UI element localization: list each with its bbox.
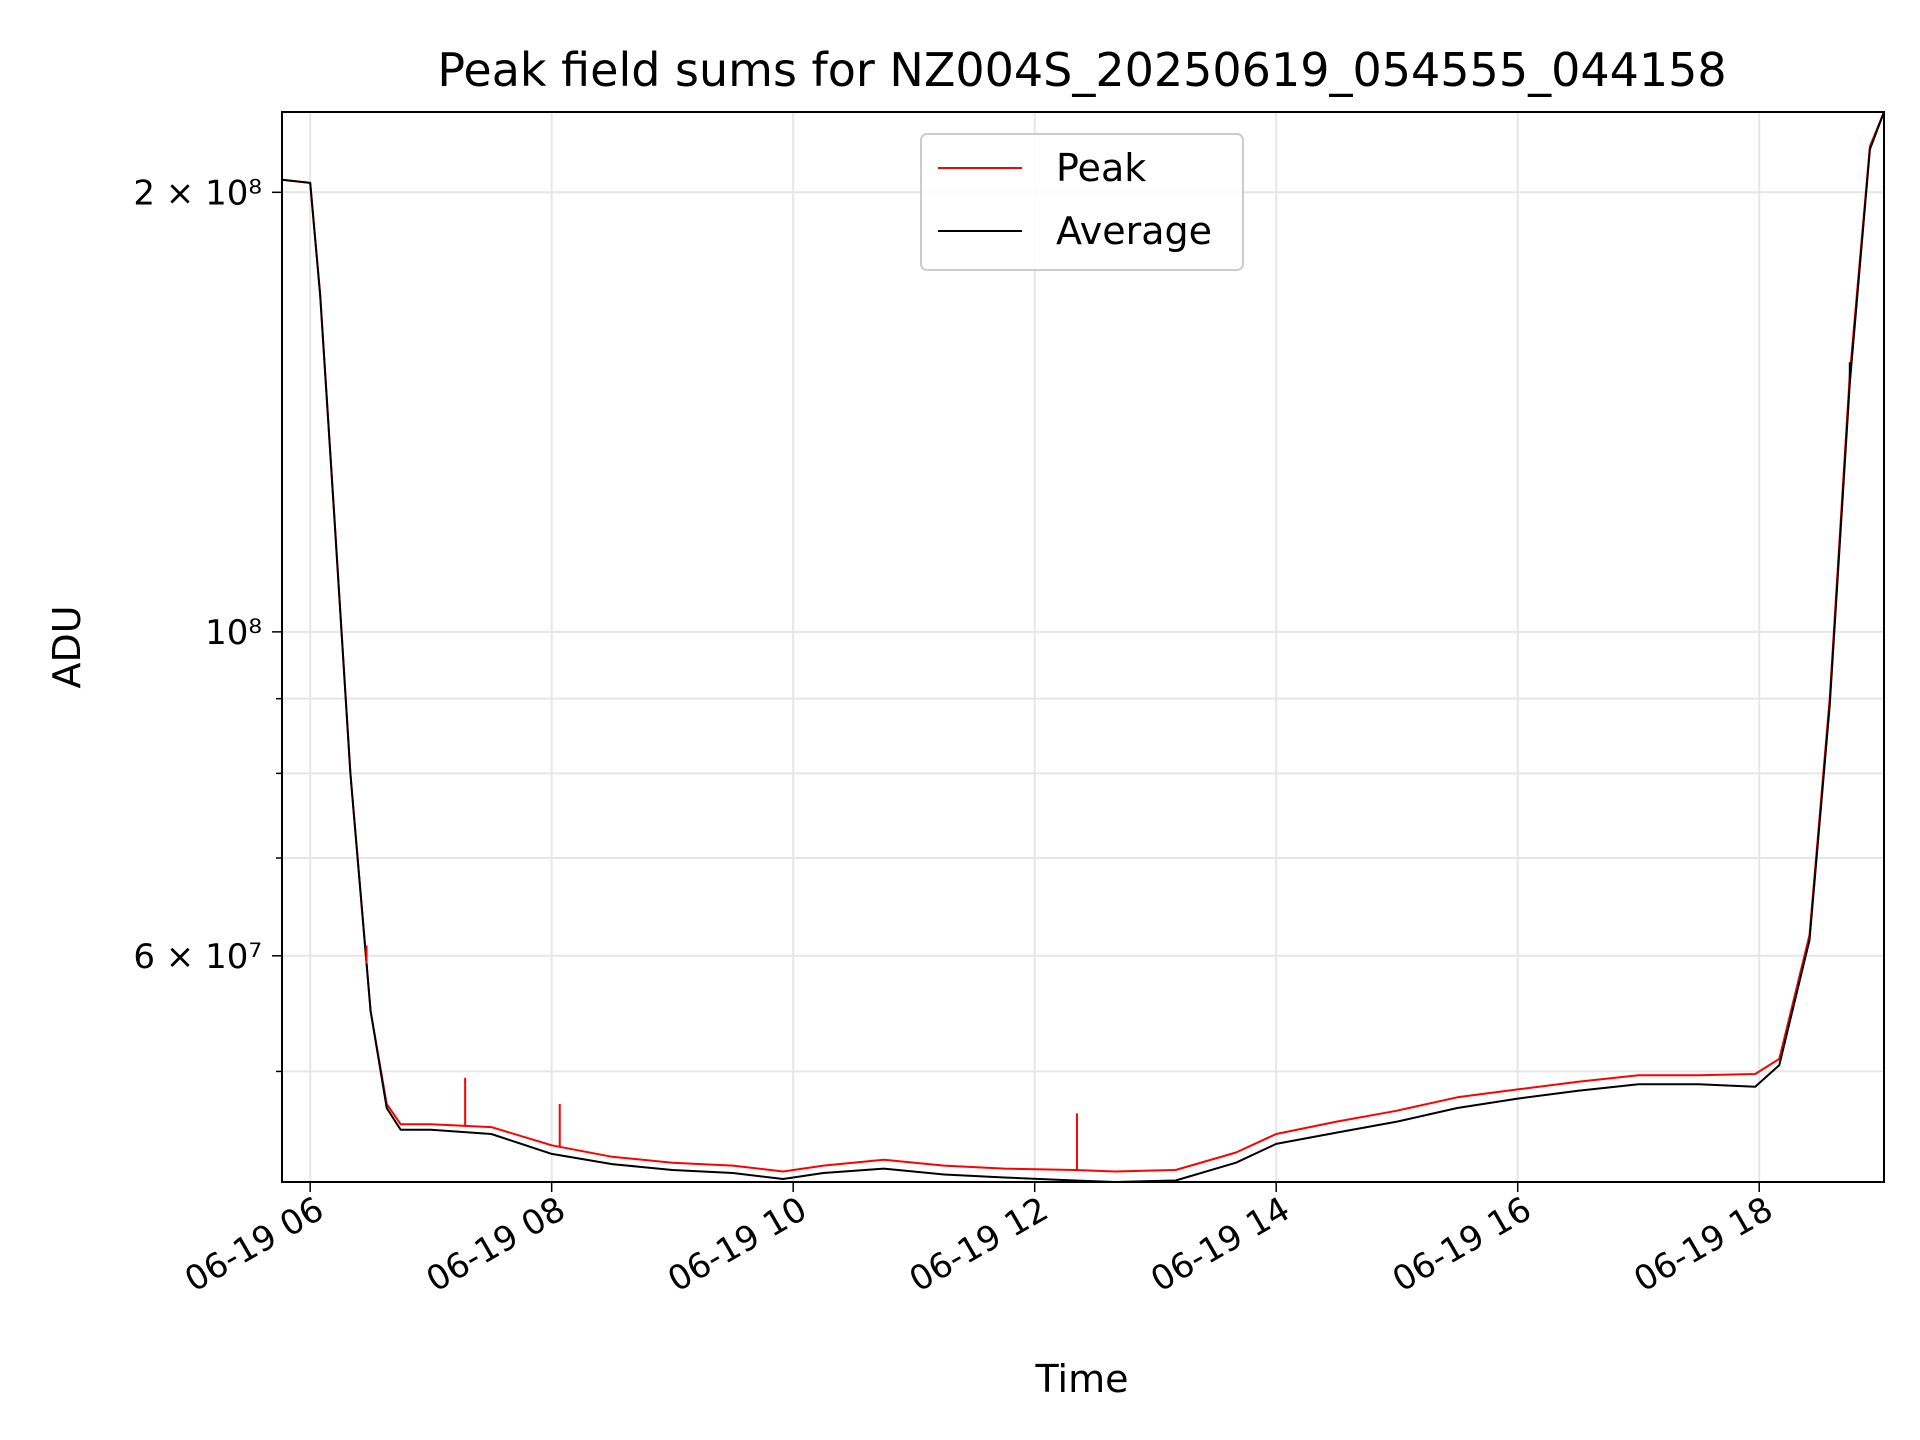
legend: Peak Average xyxy=(920,133,1244,271)
x-axis-label: Time xyxy=(1035,1357,1129,1401)
y-tick-label: 6 × 10⁷ xyxy=(133,937,262,977)
y-axis: 2 × 10⁸ 10⁸ 6 × 10⁷ xyxy=(133,173,282,1073)
y-axis-label: ADU xyxy=(45,605,89,688)
grid xyxy=(282,112,1884,1182)
series-line-peak xyxy=(282,112,1884,1173)
plot-frame xyxy=(281,111,1885,1183)
y-tick-label: 2 × 10⁸ xyxy=(133,173,262,213)
legend-label-average: Average xyxy=(1056,209,1212,253)
legend-label-peak: Peak xyxy=(1056,146,1146,190)
series-layer xyxy=(282,112,1884,1182)
series-line-average xyxy=(282,112,1884,1182)
chart-title: Peak field sums for NZ004S_20250619_0545… xyxy=(437,43,1726,97)
y-tick-label: 10⁸ xyxy=(205,613,262,653)
